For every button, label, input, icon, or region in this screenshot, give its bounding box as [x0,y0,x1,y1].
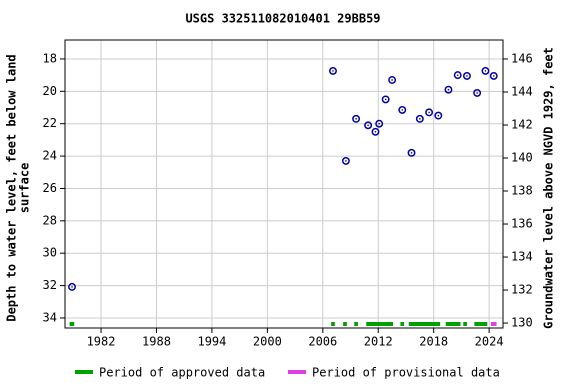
data-point-center [484,70,487,72]
legend-label: Period of approved data [99,366,265,380]
data-point [489,71,498,80]
legend-swatch [75,370,93,374]
data-point-center [437,114,440,117]
y-tick-label: 18 [43,51,57,65]
period-bar [490,322,497,326]
data-point-center [355,118,357,120]
x-tick-label: 1994 [197,335,226,349]
data-point-center [492,75,495,77]
data-point-center [428,111,430,114]
data-point-center [476,92,478,94]
plot-frame [64,39,504,329]
period-bar [463,322,467,326]
y2-tick-label: 134 [511,250,533,264]
data-point [463,71,471,80]
period-bar [354,322,358,326]
data-point-center [401,109,404,111]
data-point-center [71,286,73,288]
period-bar [331,322,335,326]
y2-axis-label: Groundwater level above NGVD 1929, feet [542,47,556,329]
data-point [364,121,373,130]
y2-tick-label: 136 [511,217,533,231]
y2-tick-label: 144 [511,84,533,98]
data-point [425,108,434,117]
data-point [434,111,443,120]
y2-tick-label: 142 [511,117,533,131]
data-point-center [410,152,413,154]
y-tick-label: 34 [43,310,57,324]
period-bar [69,322,75,326]
data-point [453,71,462,80]
period-bar [474,322,488,326]
y-tick-label: 32 [43,278,57,292]
data-point [381,95,390,104]
data-point-center [374,130,377,133]
x-tick-label: 1982 [87,335,116,349]
data-point-center [391,79,393,81]
y-tick-label: 26 [43,181,57,195]
x-tick-label: 2012 [364,335,393,349]
legend-swatch [288,370,306,374]
data-point-center [367,124,369,127]
y-tick-label: 22 [43,116,57,130]
x-tick-label: 2024 [475,335,504,349]
period-bar [408,322,441,326]
y2-tick-label: 132 [511,283,533,297]
data-point [407,148,416,157]
data-point [68,282,76,291]
y-axis-label: surface [18,163,32,214]
y2-tick-label: 140 [511,151,533,165]
data-point-center [384,98,387,101]
data-point-center [345,160,347,162]
x-tick-label: 1988 [142,335,171,349]
data-point-center [456,74,459,76]
period-bar [400,322,405,326]
data-point-center [332,70,334,72]
period-bar [343,322,347,326]
chart-title: USGS 332511082010401 29BB59 [185,12,380,26]
y2-tick-label: 138 [511,184,533,198]
y-tick-label: 28 [43,213,57,227]
period-bar [366,322,394,326]
data-point [375,119,384,128]
legend-label: Period of provisional data [312,366,500,380]
data-point-center [447,88,450,91]
y-axis-label: Depth to water level, feet below land [5,54,19,321]
y-tick-label: 20 [43,84,57,98]
y2-tick-label: 146 [511,51,533,65]
y-tick-label: 30 [43,246,57,260]
data-point-center [378,122,380,125]
data-point [352,114,361,123]
data-point-center [466,75,468,77]
y-tick-label: 24 [43,149,57,163]
data-point [398,105,407,114]
data-point [444,85,453,94]
data-point [388,76,397,84]
data-point [473,88,482,97]
data-point [371,127,380,136]
data-point-center [419,118,421,120]
x-tick-label: 2006 [308,335,337,349]
data-point [341,156,350,165]
x-tick-label: 2000 [253,335,282,349]
x-tick-label: 2018 [419,335,448,349]
period-bar [445,322,461,326]
data-point [329,66,337,75]
y2-tick-label: 130 [511,316,533,330]
data-point [481,66,490,75]
data-point [415,114,424,123]
